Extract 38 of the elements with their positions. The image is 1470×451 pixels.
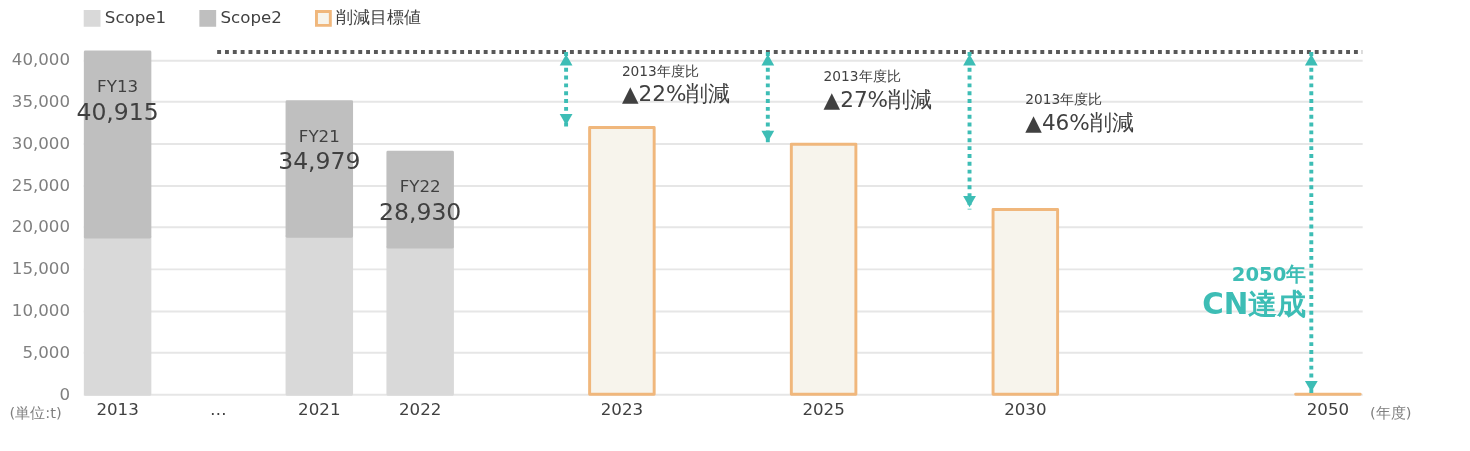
- legend-label: 削減目標値: [336, 8, 422, 28]
- y-tick-label: 40,000: [11, 50, 71, 70]
- y-tick-label: 30,000: [11, 133, 71, 153]
- x-tick-label: …: [210, 400, 227, 420]
- x-tick-label: 2030: [1004, 400, 1047, 420]
- annotation: 2050年 CN達成: [1202, 262, 1307, 322]
- x-tick-label: 2050: [1306, 400, 1350, 420]
- total-label: 34,979: [278, 147, 361, 176]
- annotation: 2013年度比 ▲22%削減: [621, 62, 731, 106]
- y-axis-title: (単位:t): [9, 403, 62, 421]
- x-tick-label: 2023: [600, 400, 644, 420]
- x-tick-label: 2013: [96, 400, 139, 420]
- bar: [285, 234, 354, 396]
- y-tick-label: 0: [59, 384, 71, 404]
- y-tick-label: 25,000: [11, 175, 71, 195]
- x-tick-label: 2022: [398, 400, 442, 420]
- legend-label: Scope2: [220, 8, 282, 28]
- legend-label: Scope1: [104, 8, 167, 28]
- total-label: 40,915: [76, 97, 159, 126]
- total-label: 28,930: [379, 197, 462, 226]
- bar: [991, 207, 1060, 396]
- x-tick-label: 2021: [298, 400, 341, 420]
- y-tick-label: 5,000: [22, 342, 71, 362]
- bar: [83, 235, 152, 396]
- bar: [588, 126, 656, 396]
- y-tick-label: 15,000: [11, 259, 71, 279]
- annotation: FY21: [298, 126, 340, 146]
- bar: [789, 142, 858, 396]
- y-tick-label: 10,000: [11, 301, 71, 321]
- annotation: FY22: [399, 177, 441, 197]
- x-tick-label: 2025: [802, 400, 845, 420]
- y-tick-label: 20,000: [11, 217, 71, 237]
- y-tick-label: 35,000: [11, 91, 71, 111]
- annotation: 2013年度比 ▲27%削減: [823, 68, 933, 112]
- bar: [386, 245, 454, 396]
- x-axis-title: (年度): [1370, 403, 1412, 421]
- annotation: FY13: [97, 77, 139, 97]
- annotation: 2013年度比 ▲46%削減: [1025, 91, 1134, 135]
